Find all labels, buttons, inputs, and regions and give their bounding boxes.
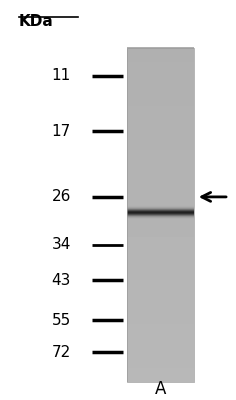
Text: 17: 17 xyxy=(51,124,71,139)
Text: 26: 26 xyxy=(51,189,71,204)
Text: 72: 72 xyxy=(51,344,71,360)
Text: 55: 55 xyxy=(51,313,71,328)
Text: 34: 34 xyxy=(51,237,71,252)
Bar xyxy=(127,48,194,382)
Text: KDa: KDa xyxy=(19,14,54,29)
Text: A: A xyxy=(155,380,166,398)
Text: 43: 43 xyxy=(51,273,71,288)
Text: 11: 11 xyxy=(51,68,71,83)
